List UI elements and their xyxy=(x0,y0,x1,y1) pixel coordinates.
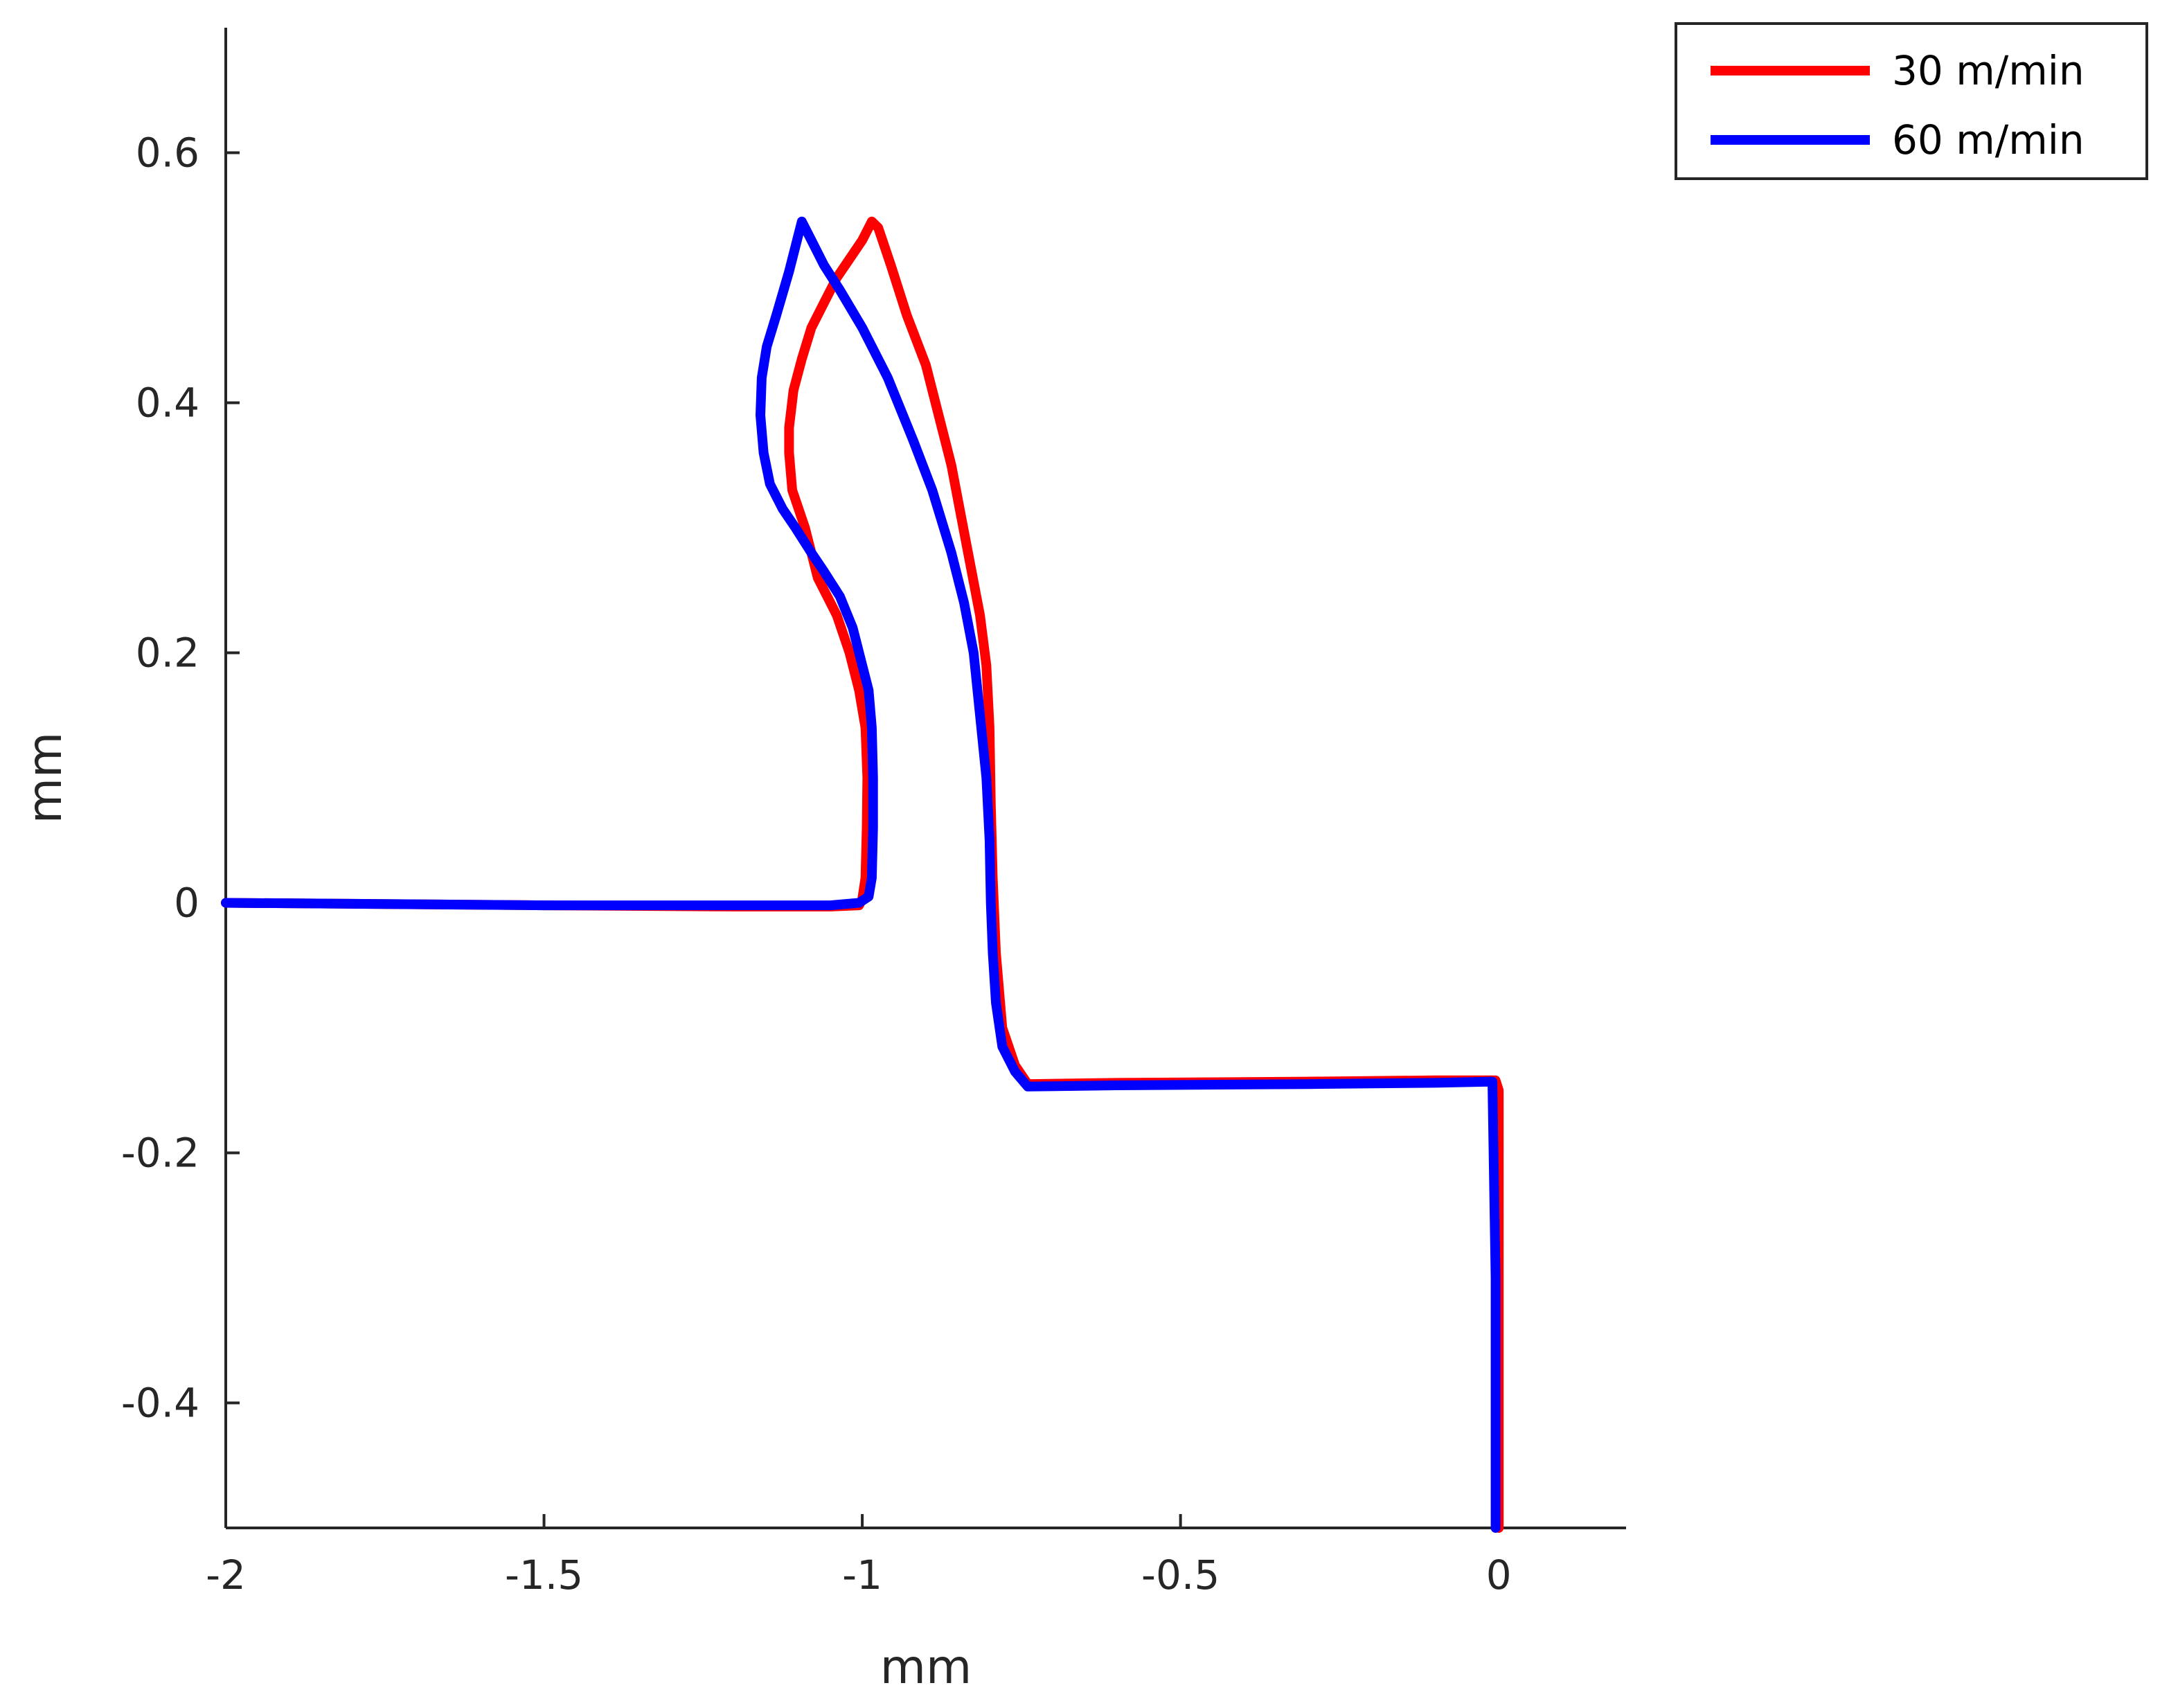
legend: 30 m/min 60 m/min xyxy=(1675,22,2148,180)
y-axis-label: mm xyxy=(18,732,73,824)
legend-label-60: 60 m/min xyxy=(1892,116,2085,163)
series-line-30-m-min xyxy=(221,216,1504,1533)
series-line-60-m-min xyxy=(221,216,1501,1533)
y-tick-label: 0.2 xyxy=(136,630,199,677)
axes xyxy=(224,28,1626,1529)
x-ticks: -2 -1.5 -1 -0.5 0 xyxy=(206,1514,1512,1599)
series-layer xyxy=(221,216,1504,1533)
y-ticks: -0.4 -0.2 0 0.2 0.4 0.6 xyxy=(121,130,240,1427)
y-tick-label: 0.6 xyxy=(136,130,199,177)
y-tick-label: -0.2 xyxy=(121,1130,199,1177)
x-tick-label: -2 xyxy=(206,1551,246,1599)
legend-box xyxy=(1675,22,2148,180)
x-axis-label: mm xyxy=(880,1640,972,1695)
x-tick-label: -1 xyxy=(842,1551,882,1599)
y-tick-label: -0.4 xyxy=(121,1380,199,1427)
x-tick-label: -0.5 xyxy=(1141,1551,1220,1599)
y-tick-label: 0 xyxy=(174,880,199,927)
y-tick-label: 0.4 xyxy=(136,380,199,427)
x-tick-label: 0 xyxy=(1486,1551,1512,1599)
legend-label-30: 30 m/min xyxy=(1892,47,2085,94)
x-tick-label: -1.5 xyxy=(505,1551,583,1599)
